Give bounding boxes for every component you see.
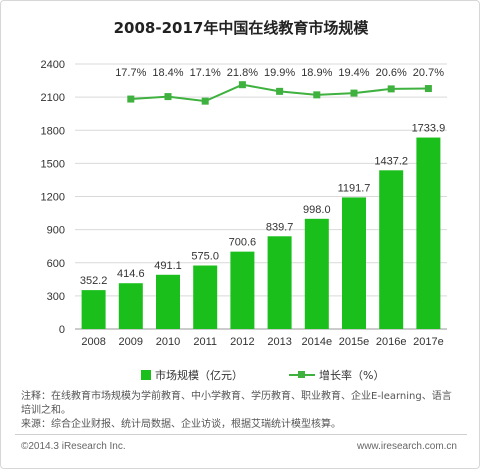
growth-rate-label: 19.9% bbox=[264, 67, 295, 79]
y-tick-label: 900 bbox=[47, 225, 65, 237]
x-tick-label: 2008 bbox=[81, 336, 105, 348]
x-tick-label: 2009 bbox=[119, 336, 143, 348]
x-tick-label: 2010 bbox=[156, 336, 180, 348]
y-tick-label: 1200 bbox=[41, 192, 65, 204]
bar bbox=[416, 137, 441, 329]
legend-swatch-line bbox=[289, 370, 315, 380]
growth-marker bbox=[350, 89, 358, 97]
growth-rate-label: 20.7% bbox=[413, 67, 444, 79]
bar bbox=[267, 236, 292, 329]
bar-value-label: 491.1 bbox=[154, 260, 182, 272]
x-tick-label: 2012 bbox=[230, 336, 254, 348]
bar-value-label: 700.6 bbox=[229, 237, 257, 249]
bar-value-label: 998.0 bbox=[303, 204, 331, 216]
bar-value-label: 352.2 bbox=[80, 275, 108, 287]
bar bbox=[304, 218, 329, 329]
growth-rate-label: 17.1% bbox=[190, 67, 221, 79]
y-tick-label: 2400 bbox=[41, 59, 65, 71]
growth-marker bbox=[127, 95, 135, 103]
bar bbox=[118, 283, 143, 329]
x-tick-label: 2016e bbox=[376, 336, 407, 348]
footer-copyright: ©2014.3 iResearch Inc. bbox=[21, 441, 126, 452]
growth-rate-label: 17.7% bbox=[115, 67, 146, 79]
growth-marker bbox=[276, 87, 284, 95]
bar bbox=[156, 274, 180, 329]
bar-value-label: 1191.7 bbox=[338, 182, 371, 194]
growth-rate-label: 19.4% bbox=[338, 67, 369, 79]
growth-rate-label: 18.4% bbox=[152, 67, 183, 79]
bar bbox=[81, 290, 106, 329]
legend-item-line: 增长率（%） bbox=[289, 367, 384, 383]
bar bbox=[230, 251, 255, 329]
y-tick-label: 600 bbox=[47, 258, 65, 270]
y-tick-label: 1800 bbox=[41, 125, 65, 137]
legend-label-bar: 市场规模（亿元） bbox=[155, 369, 243, 382]
bar bbox=[342, 197, 366, 329]
bar-value-label: 1733.9 bbox=[412, 123, 446, 135]
y-tick-label: 1500 bbox=[41, 158, 65, 170]
note-comment: 注释：在线教育市场规模为学前教育、中小学教育、学历教育、职业教育、企业E-lea… bbox=[21, 391, 452, 416]
growth-marker bbox=[313, 91, 321, 99]
x-tick-label: 2013 bbox=[267, 336, 291, 348]
chart-title: 2008-2017年中国在线教育市场规模 bbox=[113, 19, 369, 37]
y-tick-label: 0 bbox=[59, 324, 65, 336]
chart-legend: 市场规模（亿元） 增长率（%） bbox=[1, 367, 479, 383]
growth-rate-label: 20.6% bbox=[376, 67, 407, 79]
y-tick-label: 300 bbox=[47, 291, 65, 303]
footer-divider bbox=[15, 434, 467, 435]
bar-value-label: 1437.2 bbox=[374, 155, 408, 167]
x-tick-label: 2015e bbox=[339, 336, 370, 348]
growth-marker bbox=[164, 93, 172, 101]
growth-marker bbox=[424, 85, 432, 93]
growth-marker bbox=[238, 81, 246, 89]
note-source: 来源：综合企业财报、统计局数据、企业访谈，根据艾瑞统计模型核算。 bbox=[21, 419, 341, 430]
y-tick-label: 2100 bbox=[41, 92, 65, 104]
x-tick-label: 2011 bbox=[193, 336, 217, 348]
bar bbox=[193, 265, 218, 329]
bar bbox=[379, 170, 404, 329]
x-tick-label: 2014e bbox=[302, 336, 333, 348]
legend-label-line: 增长率（%） bbox=[319, 369, 385, 382]
bar-value-label: 839.7 bbox=[266, 221, 294, 233]
x-tick-label: 2017e bbox=[413, 336, 444, 348]
bar-value-label: 414.6 bbox=[117, 268, 145, 280]
growth-rate-label: 21.8% bbox=[227, 67, 258, 79]
legend-item-bar: 市场规模（亿元） bbox=[141, 367, 243, 383]
footer-website: www.iresearch.com.cn bbox=[356, 441, 457, 452]
chart-notes: 注释：在线教育市场规模为学前教育、中小学教育、学历教育、职业教育、企业E-lea… bbox=[21, 390, 461, 432]
growth-marker bbox=[201, 97, 209, 105]
bar-value-label: 575.0 bbox=[191, 251, 219, 263]
growth-marker bbox=[387, 85, 395, 93]
legend-swatch-bar bbox=[141, 370, 151, 380]
growth-rate-label: 18.9% bbox=[301, 67, 332, 79]
